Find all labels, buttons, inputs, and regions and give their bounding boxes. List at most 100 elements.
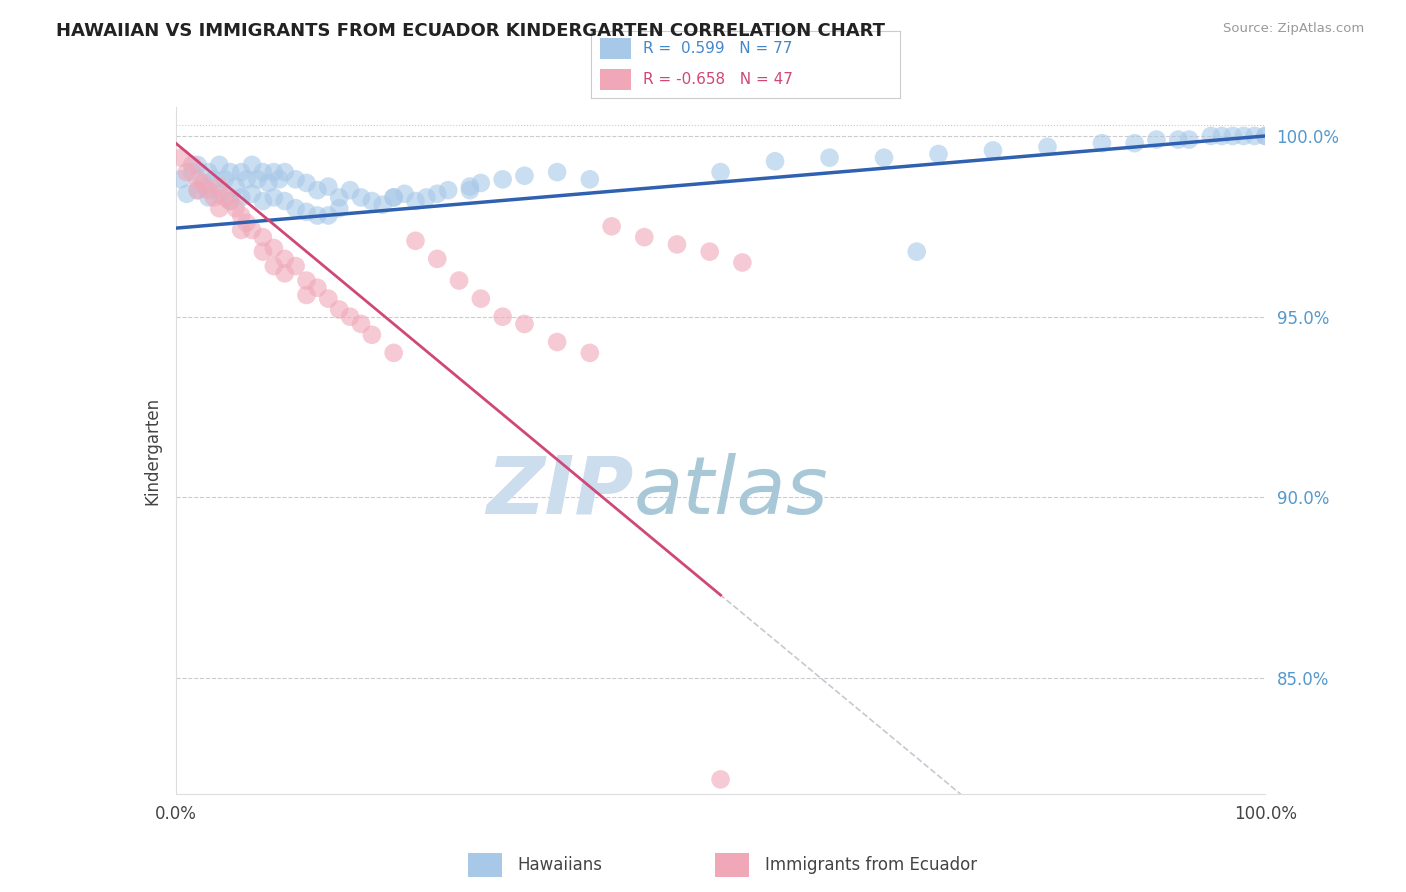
Point bbox=[186, 183, 209, 197]
Point bbox=[235, 216, 257, 230]
Text: atlas: atlas bbox=[633, 452, 828, 531]
Text: R = -0.658   N = 47: R = -0.658 N = 47 bbox=[643, 72, 793, 87]
Point bbox=[252, 165, 274, 179]
Point bbox=[579, 172, 602, 186]
Point bbox=[240, 186, 263, 201]
Point bbox=[492, 310, 515, 324]
Point bbox=[350, 190, 373, 204]
Point bbox=[295, 288, 318, 302]
Point bbox=[284, 172, 307, 186]
Point bbox=[208, 179, 231, 194]
Text: Hawaiians: Hawaiians bbox=[517, 855, 602, 874]
Point bbox=[295, 274, 318, 288]
Point bbox=[1211, 128, 1233, 143]
Point bbox=[176, 165, 198, 179]
Point bbox=[318, 292, 340, 306]
Point bbox=[295, 205, 318, 219]
Point bbox=[176, 186, 198, 201]
Point bbox=[191, 179, 214, 194]
Point bbox=[186, 183, 209, 197]
Point bbox=[405, 194, 427, 208]
Point bbox=[1254, 128, 1277, 143]
Point bbox=[546, 334, 568, 349]
Point bbox=[252, 230, 274, 244]
Bar bbox=[600, 69, 631, 90]
Point bbox=[284, 201, 307, 215]
Point bbox=[458, 183, 481, 197]
Point bbox=[360, 194, 382, 208]
Point bbox=[235, 172, 257, 186]
Point bbox=[208, 158, 231, 172]
Point bbox=[231, 209, 253, 223]
Point bbox=[252, 244, 274, 259]
Point bbox=[225, 179, 247, 194]
Point bbox=[307, 209, 329, 223]
Point bbox=[181, 158, 204, 172]
Point bbox=[382, 346, 405, 360]
Point bbox=[231, 165, 253, 179]
Point bbox=[981, 144, 1004, 158]
Point bbox=[339, 310, 361, 324]
Point bbox=[318, 209, 340, 223]
Point bbox=[225, 201, 247, 215]
Point bbox=[181, 165, 204, 179]
Point bbox=[1254, 128, 1277, 143]
Point bbox=[231, 223, 253, 237]
Point bbox=[371, 197, 394, 211]
Point bbox=[263, 190, 285, 204]
Point bbox=[274, 165, 297, 179]
Point bbox=[1167, 132, 1189, 146]
Bar bbox=[468, 853, 502, 877]
Point bbox=[546, 165, 568, 179]
Point bbox=[252, 194, 274, 208]
Point bbox=[307, 281, 329, 295]
Point bbox=[263, 165, 285, 179]
Point bbox=[219, 165, 242, 179]
Point bbox=[231, 190, 253, 204]
Point bbox=[191, 176, 214, 190]
Text: R =  0.599   N = 77: R = 0.599 N = 77 bbox=[643, 41, 793, 56]
Point bbox=[307, 183, 329, 197]
Point bbox=[328, 302, 350, 317]
Point bbox=[274, 266, 297, 280]
Point bbox=[731, 255, 754, 269]
Point bbox=[208, 201, 231, 215]
Point bbox=[197, 183, 219, 197]
Point bbox=[666, 237, 689, 252]
Point bbox=[269, 172, 291, 186]
Point bbox=[219, 194, 242, 208]
Point bbox=[382, 190, 405, 204]
Point bbox=[1243, 128, 1265, 143]
Point bbox=[197, 190, 219, 204]
Point bbox=[415, 190, 437, 204]
Point bbox=[1123, 136, 1146, 151]
Point bbox=[600, 219, 623, 234]
Point bbox=[202, 172, 225, 186]
Point bbox=[873, 151, 896, 165]
Y-axis label: Kindergarten: Kindergarten bbox=[143, 396, 162, 505]
Point bbox=[426, 186, 449, 201]
Point bbox=[447, 274, 470, 288]
Point bbox=[426, 252, 449, 266]
Point bbox=[470, 176, 492, 190]
Point bbox=[263, 259, 285, 273]
Point bbox=[274, 194, 297, 208]
Point bbox=[579, 346, 602, 360]
Point bbox=[263, 241, 285, 255]
Point bbox=[763, 154, 786, 169]
Point bbox=[710, 772, 733, 787]
Point bbox=[1144, 132, 1167, 146]
Point bbox=[240, 158, 263, 172]
Point bbox=[350, 317, 373, 331]
Point bbox=[1178, 132, 1201, 146]
Point bbox=[339, 183, 361, 197]
Text: Source: ZipAtlas.com: Source: ZipAtlas.com bbox=[1223, 22, 1364, 36]
Point bbox=[1222, 128, 1244, 143]
Point bbox=[633, 230, 655, 244]
Point bbox=[928, 147, 950, 161]
Point bbox=[905, 244, 928, 259]
Point bbox=[513, 317, 536, 331]
Point bbox=[240, 223, 263, 237]
Point bbox=[284, 259, 307, 273]
Point bbox=[219, 194, 242, 208]
